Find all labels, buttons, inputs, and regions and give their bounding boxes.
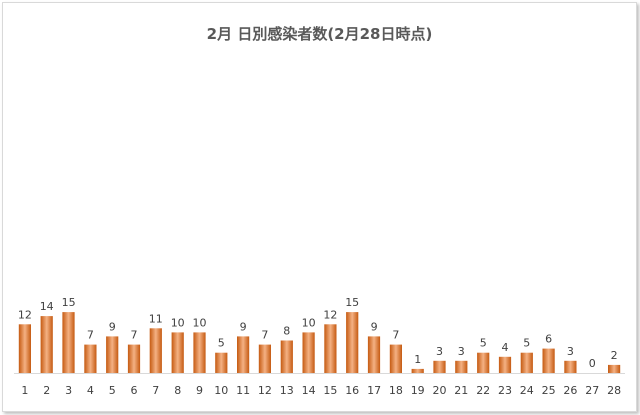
bar-10: [215, 352, 228, 373]
data-label-15: 12: [323, 308, 337, 321]
bar-20: [433, 360, 446, 373]
bar-3: [62, 312, 75, 373]
data-label-4: 7: [87, 329, 94, 342]
data-label-9: 10: [193, 316, 207, 329]
x-tick-label-8: 8: [174, 384, 181, 397]
bar-21: [455, 360, 468, 373]
x-tick-label-26: 26: [563, 384, 577, 397]
bar-7: [149, 328, 162, 373]
bar-8: [171, 332, 184, 373]
data-label-18: 7: [392, 329, 399, 342]
x-tick-label-1: 1: [21, 384, 28, 397]
x-tick-label-22: 22: [476, 384, 490, 397]
x-tick-label-4: 4: [87, 384, 94, 397]
data-label-24: 5: [523, 337, 530, 350]
data-label-1: 12: [18, 308, 32, 321]
x-tick-label-21: 21: [454, 384, 468, 397]
bar-14: [302, 332, 315, 373]
bar-1: [18, 324, 31, 374]
bar-25: [542, 348, 555, 373]
bar-18: [389, 344, 402, 373]
data-label-16: 15: [345, 296, 359, 309]
data-label-27: 0: [589, 357, 596, 370]
x-tick-label-20: 20: [433, 384, 447, 397]
bar-11: [237, 336, 250, 373]
x-tick-label-2: 2: [43, 384, 50, 397]
x-tick-label-18: 18: [389, 384, 403, 397]
bar-12: [258, 344, 271, 373]
data-label-28: 2: [611, 349, 618, 362]
data-label-13: 8: [283, 325, 290, 338]
data-label-26: 3: [567, 345, 574, 358]
bar-5: [106, 336, 119, 373]
x-tick-label-23: 23: [498, 384, 512, 397]
x-tick-label-3: 3: [65, 384, 72, 397]
data-label-5: 9: [109, 320, 116, 333]
bar-16: [346, 312, 359, 373]
data-label-12: 7: [261, 329, 268, 342]
x-tick-label-9: 9: [196, 384, 203, 397]
data-label-14: 10: [302, 316, 316, 329]
x-tick-label-14: 14: [302, 384, 316, 397]
bar-23: [498, 356, 512, 374]
data-label-22: 5: [480, 337, 487, 350]
x-tick-label-7: 7: [152, 384, 159, 397]
bar-24: [520, 352, 533, 373]
x-tick-label-17: 17: [367, 384, 381, 397]
bar-9: [193, 332, 206, 373]
data-label-17: 9: [371, 320, 378, 333]
x-tick-label-6: 6: [131, 384, 138, 397]
chart-title: 2月 日別感染者数(2月28日時点): [206, 25, 433, 43]
data-label-20: 3: [436, 345, 443, 358]
x-tick-label-24: 24: [520, 384, 534, 397]
x-tick-label-10: 10: [214, 384, 228, 397]
bar-22: [477, 352, 490, 373]
bar-17: [367, 336, 381, 373]
data-label-21: 3: [458, 345, 465, 358]
bar-19: [411, 368, 424, 373]
x-tick-label-19: 19: [411, 384, 425, 397]
x-tick-label-5: 5: [109, 384, 116, 397]
data-label-2: 14: [40, 300, 54, 313]
data-label-7: 11: [149, 312, 163, 325]
x-tick-label-15: 15: [323, 384, 337, 397]
x-tick-label-25: 25: [542, 384, 556, 397]
bar-4: [84, 344, 97, 373]
bar-6: [127, 344, 141, 373]
bar-13: [280, 340, 293, 373]
x-tick-label-12: 12: [258, 384, 272, 397]
data-label-8: 10: [171, 316, 185, 329]
x-tick-label-28: 28: [607, 384, 621, 397]
data-label-11: 9: [240, 320, 247, 333]
data-label-6: 7: [131, 329, 138, 342]
bar-28: [608, 364, 621, 373]
bar-15: [324, 324, 337, 374]
data-label-10: 5: [218, 337, 225, 350]
x-tick-label-13: 13: [280, 384, 294, 397]
data-label-25: 6: [545, 333, 552, 346]
data-label-23: 4: [502, 341, 509, 354]
bar-26: [564, 360, 577, 373]
x-tick-label-27: 27: [585, 384, 599, 397]
data-label-19: 1: [414, 353, 421, 366]
x-tick-label-16: 16: [345, 384, 359, 397]
data-label-3: 15: [62, 296, 76, 309]
x-tick-label-11: 11: [236, 384, 250, 397]
bar-2: [40, 316, 53, 373]
